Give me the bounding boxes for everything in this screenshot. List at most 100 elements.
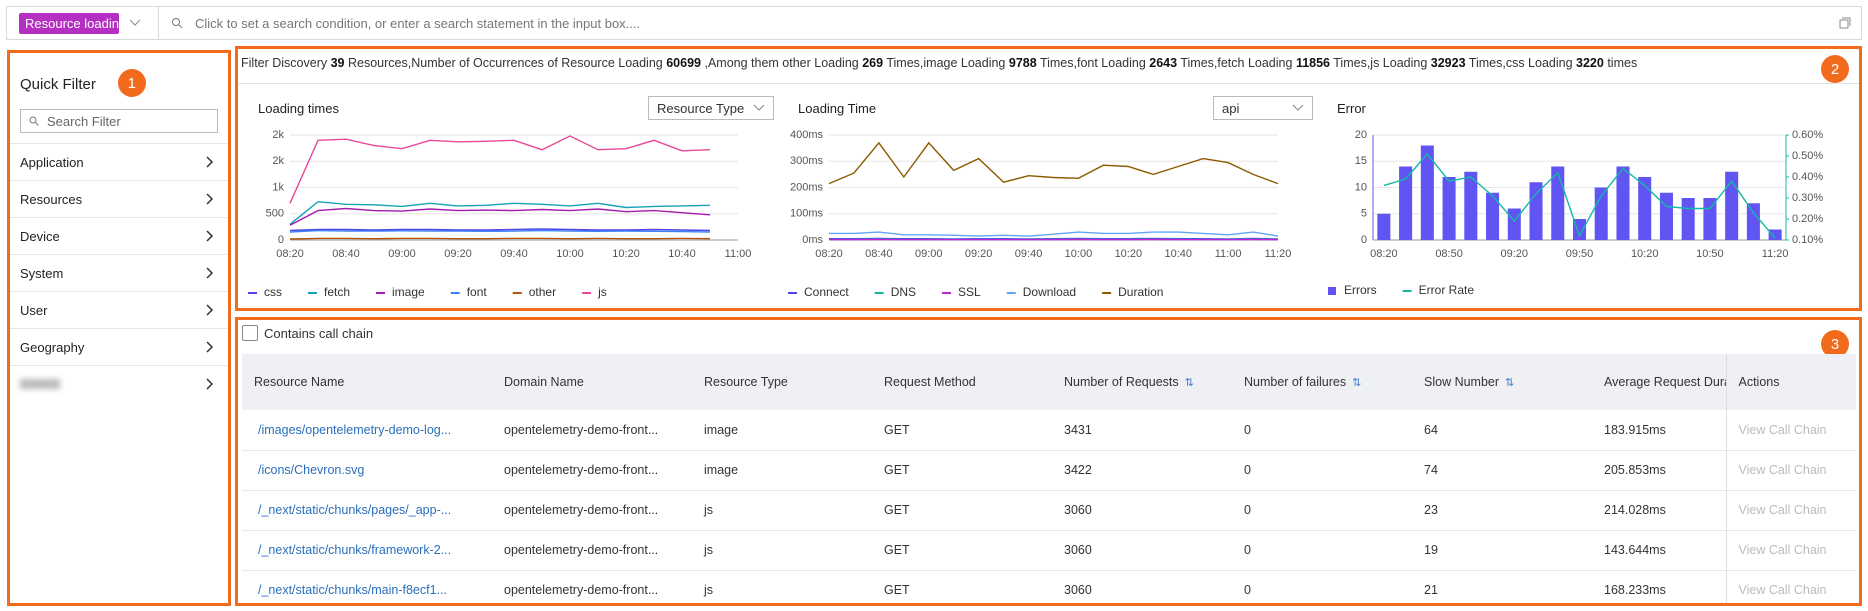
x-tick-label: 08:20 <box>276 248 304 260</box>
search-tag[interactable]: Resource loading <box>19 12 119 34</box>
bar <box>1703 198 1717 240</box>
y-tick-label: 400ms <box>790 129 824 141</box>
line-series <box>829 231 1279 237</box>
y2-tick-label: 0.40% <box>1792 171 1823 183</box>
summary-number: 2643 <box>1149 56 1178 70</box>
y-tick-label: 500 <box>266 208 284 220</box>
chevron-right <box>206 230 214 242</box>
filter-item-blurred[interactable] <box>10 365 228 402</box>
summary-text: Times,fetch Loading <box>1180 56 1293 70</box>
y2-tick-label: 0.10% <box>1792 234 1823 246</box>
x-tick-label: 10:20 <box>1631 248 1659 260</box>
badge: 2 <box>1821 55 1849 83</box>
table-cell: image <box>692 450 872 491</box>
bar <box>1746 203 1760 240</box>
dropdown[interactable]: Resource Type <box>648 96 774 120</box>
resource-link[interactable]: /_next/static/chunks/pages/_app-... <box>242 490 492 531</box>
filter-item[interactable]: Resources <box>10 180 228 217</box>
table-cell: 168.233ms <box>1592 570 1726 603</box>
column-header-label: Slow Number <box>1424 375 1500 389</box>
x-tick-label: 10:00 <box>1065 248 1093 260</box>
y-tick-label: 2k <box>272 155 284 167</box>
summary-number: 11856 <box>1295 56 1331 70</box>
table-cell: 183.915ms <box>1592 410 1726 451</box>
table-cell: 205.853ms <box>1592 450 1726 491</box>
column-header-label: Resource Type <box>704 375 788 389</box>
search-bar: Resource loading Click to set a search c… <box>6 6 1862 40</box>
line-series <box>828 141 1279 185</box>
column-header-label: Request Method <box>884 375 976 389</box>
line-series <box>289 207 711 226</box>
search-tag-box[interactable]: Resource loading <box>7 7 159 39</box>
x-tick-label: 09:20 <box>965 248 993 260</box>
line-series <box>1383 152 1776 239</box>
action-link[interactable]: View Call Chain <box>1725 570 1856 603</box>
line-series <box>829 237 1279 240</box>
legend-label: Errors <box>1344 283 1377 297</box>
x-tick-label: 10:20 <box>1115 248 1143 260</box>
bar <box>1659 192 1673 240</box>
resource-link[interactable]: /_next/static/chunks/framework-2... <box>242 530 492 571</box>
chevron-path <box>206 230 214 242</box>
chevron-right <box>206 267 214 279</box>
summary-text: Times,css Loading <box>1468 56 1573 70</box>
action-link[interactable]: View Call Chain <box>1725 450 1856 491</box>
table-cell: js <box>692 570 872 603</box>
filter-item[interactable]: Geography <box>10 328 228 365</box>
filter-item-label: Application <box>20 154 84 170</box>
table-cell: 0 <box>1232 490 1412 531</box>
chart-title: Loading Time <box>798 101 877 116</box>
x-tick-label: 10:20 <box>612 248 640 260</box>
filter-item[interactable]: Device <box>10 217 228 254</box>
table-cell: GET <box>872 570 1052 603</box>
x-tick-label: 10:00 <box>556 248 584 260</box>
bar <box>1551 166 1565 240</box>
sort-icon[interactable]: ⇅ <box>1352 377 1362 389</box>
filter-item[interactable]: User <box>10 291 228 328</box>
action-link[interactable]: View Call Chain <box>1725 490 1856 531</box>
filter-item-label: User <box>20 302 48 318</box>
dropdown-value: api <box>1222 100 1240 116</box>
action-link[interactable]: View Call Chain <box>1725 410 1856 451</box>
table-cell: opentelemetry-demo-front... <box>492 450 692 491</box>
column-header-label: Average Request Duration <box>1604 375 1726 389</box>
table-cell: GET <box>872 410 1052 451</box>
bar <box>1399 166 1413 240</box>
sort-icon[interactable]: ⇅ <box>1505 377 1515 389</box>
line-series <box>289 237 711 240</box>
table-cell: 64 <box>1412 410 1592 451</box>
checkbox[interactable] <box>242 325 258 341</box>
filter-item[interactable]: System <box>10 254 228 291</box>
resource-link[interactable]: /icons/Chevron.svg <box>242 450 492 491</box>
chevron-path <box>206 193 214 205</box>
sort-icon[interactable]: ⇅ <box>1184 377 1194 389</box>
table-cell: 3422 <box>1052 450 1232 491</box>
legend-label: Connect <box>804 285 849 299</box>
summary-text: Times,image Loading <box>886 56 1006 70</box>
table-cell: 0 <box>1232 570 1412 603</box>
action-link[interactable]: View Call Chain <box>1725 530 1856 571</box>
filter-search[interactable]: Search Filter <box>20 109 218 133</box>
legend-marker <box>1328 287 1336 295</box>
search-input[interactable]: Click to set a search condition, or ente… <box>195 15 641 31</box>
y-tick-label: 10 <box>1355 181 1367 193</box>
filter-item[interactable]: Application <box>10 143 228 180</box>
table-cell: opentelemetry-demo-front... <box>492 410 692 451</box>
table-cell: 0 <box>1232 410 1412 451</box>
table-cell: js <box>692 530 872 571</box>
call-chain-checkbox[interactable]: Contains call chain <box>242 325 373 341</box>
bar <box>1638 177 1652 240</box>
x-tick-label: 08:20 <box>1370 248 1398 260</box>
table-cell: 3060 <box>1052 530 1232 571</box>
column-header-label: Resource Name <box>254 375 345 389</box>
resource-link[interactable]: /images/opentelemetry-demo-log... <box>242 410 492 451</box>
chevron-down <box>1292 104 1304 111</box>
resource-link[interactable]: /_next/static/chunks/main-f8ecf1... <box>242 570 492 603</box>
column-header-label: Number of Requests <box>1064 375 1179 389</box>
dropdown[interactable]: api <box>1213 96 1313 120</box>
expand-icon[interactable] <box>1839 17 1851 29</box>
table-cell: GET <box>872 450 1052 491</box>
column-header: Number of Requests ⇅ <box>1052 354 1232 410</box>
summary-text: Resources,Number of Occurrences of Resou… <box>348 56 663 70</box>
column-header-label: Domain Name <box>504 375 584 389</box>
